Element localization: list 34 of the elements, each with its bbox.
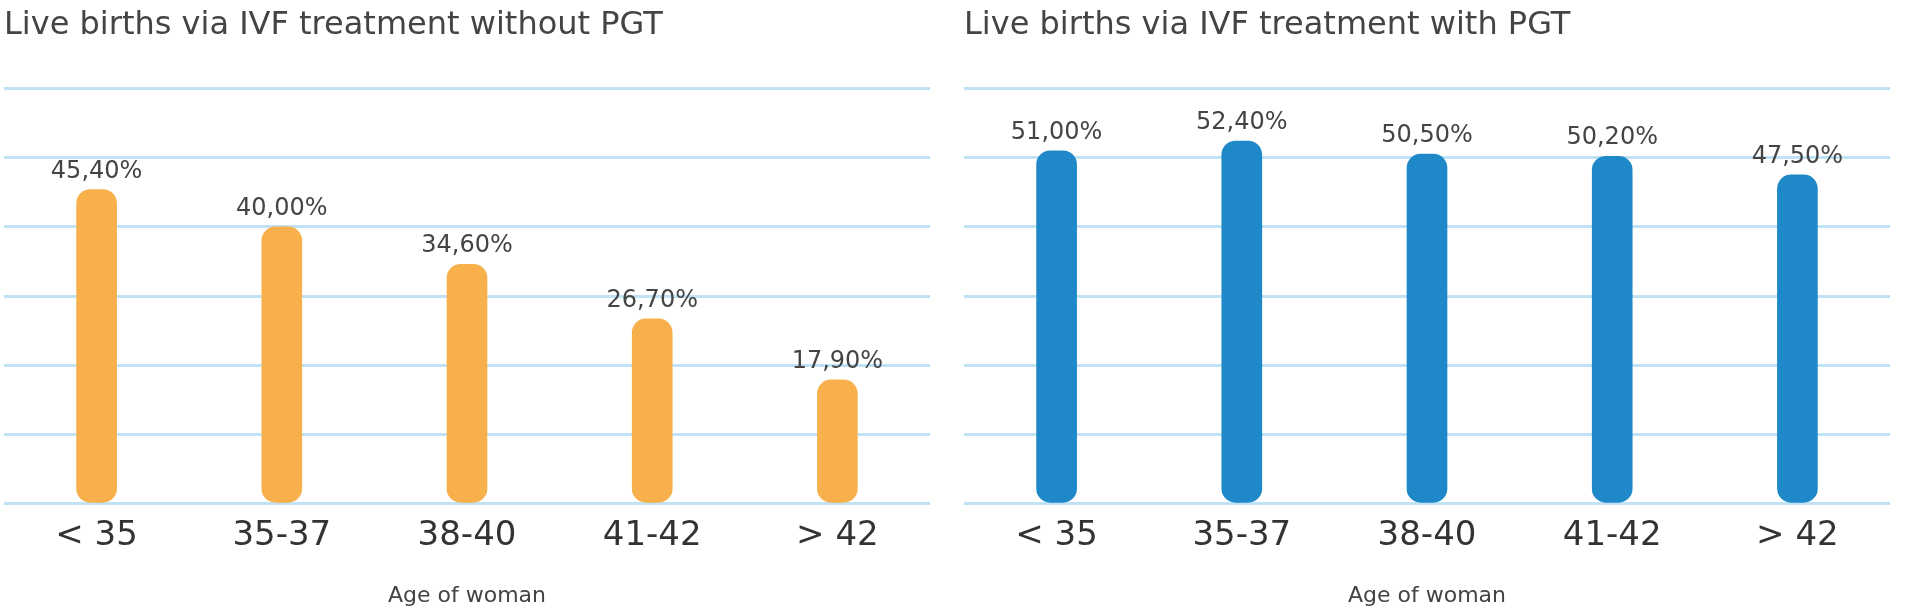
chart-title: Live births via IVF treatment with PGT [964,3,1571,42]
bar [1777,174,1818,503]
x-tick-label: 41-42 [602,513,702,554]
x-tick-label: < 35 [1015,513,1098,554]
bar [1591,155,1633,503]
data-label: 51,00% [1010,116,1103,145]
bar [631,318,673,503]
bar [446,263,488,503]
data-label: 47,50% [1751,141,1844,170]
data-label: 50,20% [1566,122,1658,151]
data-label: 45,40% [50,155,143,184]
x-tick-label: 38-40 [1377,513,1477,554]
x-tick-label: < 35 [55,513,138,554]
x-tick-label: > 42 [796,513,879,554]
bar [76,189,117,503]
x-tick-label: 38-40 [417,513,517,554]
x-tick-label: 41-42 [1562,513,1662,554]
x-axis-title: Age of woman [1347,581,1507,607]
bar [1406,153,1448,503]
bar [261,226,303,503]
x-tick-label: > 42 [1756,513,1839,554]
bar [1036,150,1077,503]
data-label: 34,60% [421,230,513,259]
bar [817,379,858,503]
x-tick-label: 35-37 [1192,513,1292,554]
chart-title: Live births via IVF treatment without PGT [4,3,664,42]
data-label: 17,90% [791,346,884,375]
data-label: 52,40% [1196,107,1288,136]
data-label: 50,50% [1381,120,1473,149]
data-label: 40,00% [236,193,328,222]
data-label: 26,70% [606,285,698,314]
x-axis-title: Age of woman [387,581,547,607]
bar [1221,140,1263,503]
x-tick-label: 35-37 [232,513,332,554]
